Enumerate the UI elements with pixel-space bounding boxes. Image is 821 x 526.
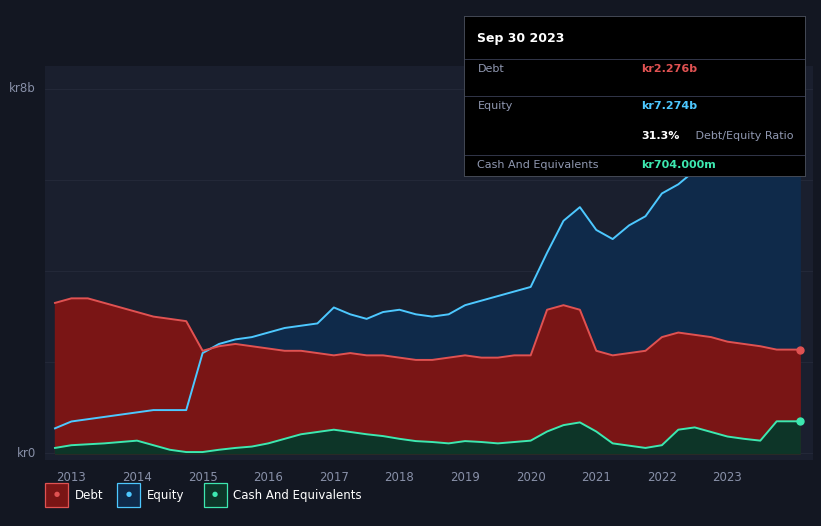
Text: Equity: Equity [478, 101, 513, 111]
Text: kr704.000m: kr704.000m [641, 160, 716, 170]
Text: kr7.274b: kr7.274b [641, 101, 697, 111]
Text: kr0: kr0 [16, 447, 36, 460]
Text: Debt/Equity Ratio: Debt/Equity Ratio [692, 132, 794, 141]
Text: kr8b: kr8b [9, 82, 36, 95]
Text: ●: ● [126, 491, 132, 498]
Text: ●: ● [53, 491, 60, 498]
Text: Debt: Debt [75, 489, 103, 502]
Text: Cash And Equivalents: Cash And Equivalents [233, 489, 362, 502]
Text: Equity: Equity [147, 489, 185, 502]
Text: 31.3%: 31.3% [641, 132, 680, 141]
Text: ●: ● [212, 491, 218, 498]
Text: kr2.276b: kr2.276b [641, 64, 697, 74]
Text: Cash And Equivalents: Cash And Equivalents [478, 160, 599, 170]
Text: Sep 30 2023: Sep 30 2023 [478, 32, 565, 45]
Text: Debt: Debt [478, 64, 504, 74]
